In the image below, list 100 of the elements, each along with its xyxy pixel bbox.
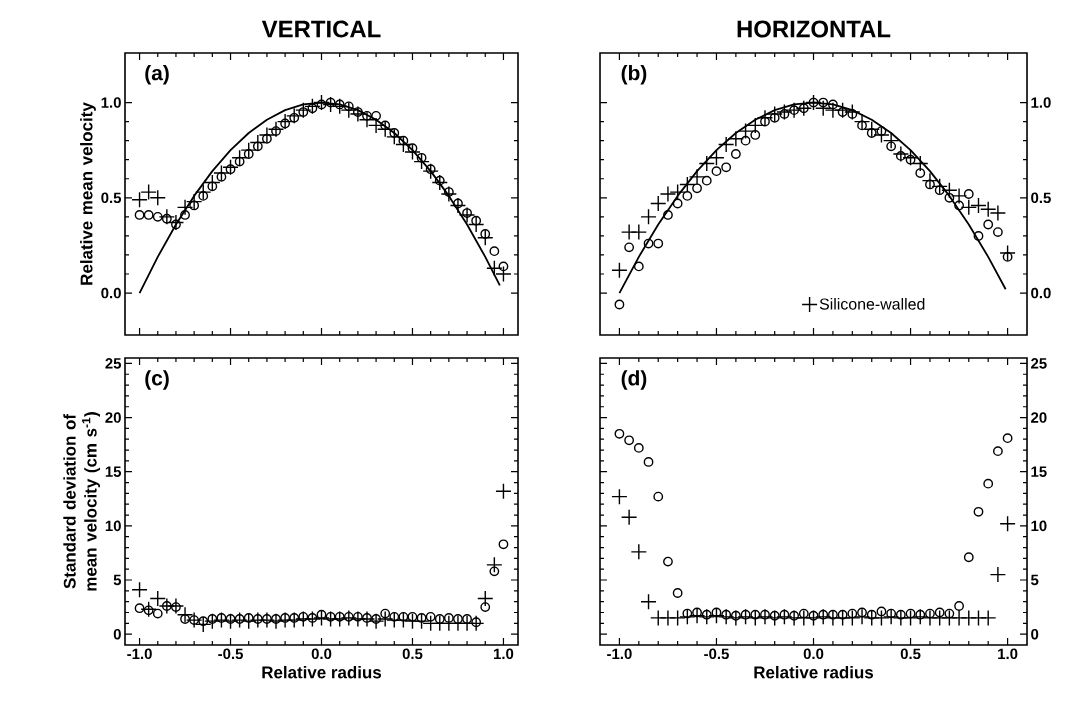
annotation: (c) <box>145 370 169 390</box>
point <box>407 143 418 154</box>
point <box>776 103 793 121</box>
point <box>624 435 635 446</box>
point <box>963 552 974 563</box>
point <box>769 112 780 123</box>
point <box>698 155 715 172</box>
point <box>213 164 230 182</box>
point <box>462 614 472 624</box>
point <box>779 609 790 620</box>
point <box>766 609 783 627</box>
point <box>195 616 212 633</box>
y-tick-label: 5 <box>113 574 122 586</box>
legend-label: Silicone-walled <box>819 298 925 310</box>
point <box>798 608 809 619</box>
y-tick-label: 15 <box>1031 466 1047 477</box>
point <box>669 183 686 201</box>
point <box>258 126 276 144</box>
point <box>895 609 906 620</box>
y-axis-title: Relative mean velocity <box>80 102 96 285</box>
point <box>216 613 227 623</box>
point <box>395 611 412 629</box>
y-tick-label: 25 <box>105 358 122 369</box>
point <box>176 199 194 216</box>
point <box>708 149 725 166</box>
point <box>640 208 657 226</box>
point <box>498 539 509 550</box>
point <box>643 238 654 249</box>
point <box>398 135 409 146</box>
point <box>915 609 926 620</box>
point <box>805 609 822 627</box>
point <box>640 593 657 610</box>
point <box>313 94 330 111</box>
point <box>779 109 790 119</box>
point <box>131 581 148 598</box>
y-tick-label: 0.0 <box>101 287 121 299</box>
point <box>844 609 861 627</box>
point <box>999 515 1016 532</box>
point <box>443 613 454 623</box>
point <box>249 134 267 151</box>
point <box>611 488 628 505</box>
point <box>171 219 181 230</box>
point <box>307 103 318 114</box>
point <box>234 156 245 167</box>
point <box>663 556 673 567</box>
point <box>271 126 281 137</box>
point <box>198 191 209 201</box>
point <box>240 141 257 159</box>
point <box>993 227 1003 237</box>
point <box>222 159 239 176</box>
point <box>730 149 741 159</box>
y-tick-label: 1.0 <box>1031 97 1051 108</box>
point <box>679 608 696 626</box>
point <box>489 566 500 577</box>
point <box>614 428 625 439</box>
point <box>1002 433 1013 444</box>
y-tick-label: 25 <box>1031 358 1047 369</box>
point <box>434 614 445 624</box>
point <box>983 478 994 489</box>
point <box>204 174 221 191</box>
point <box>727 130 745 147</box>
point <box>380 120 391 131</box>
point <box>828 609 838 620</box>
point <box>818 97 829 108</box>
point <box>413 612 430 630</box>
point <box>431 174 448 191</box>
point <box>857 607 867 618</box>
y-tick-label: 5 <box>1030 574 1039 586</box>
point <box>672 198 683 209</box>
y-tick-label: 0 <box>1031 628 1039 640</box>
point <box>425 164 436 175</box>
y-tick-label: 20 <box>105 412 121 423</box>
point <box>1002 251 1013 262</box>
point <box>912 608 929 626</box>
point <box>304 98 321 115</box>
point <box>207 181 218 192</box>
point <box>766 105 783 123</box>
point <box>892 145 910 163</box>
point <box>828 99 838 110</box>
point <box>620 509 638 526</box>
point <box>980 609 997 627</box>
point <box>614 299 625 310</box>
y-tick-label: 1.0 <box>101 97 121 108</box>
point <box>650 195 667 212</box>
point <box>905 608 916 619</box>
point <box>983 219 994 230</box>
point <box>416 613 427 623</box>
point <box>643 457 654 467</box>
point <box>747 117 764 134</box>
point <box>750 130 761 140</box>
point <box>289 112 300 123</box>
point <box>989 566 1007 583</box>
point <box>663 210 673 220</box>
point <box>298 107 309 117</box>
point <box>847 608 858 619</box>
point <box>171 602 181 612</box>
point <box>980 201 997 218</box>
point <box>721 609 732 620</box>
point <box>669 609 686 627</box>
x-axis-title: Relative radius <box>262 665 382 679</box>
